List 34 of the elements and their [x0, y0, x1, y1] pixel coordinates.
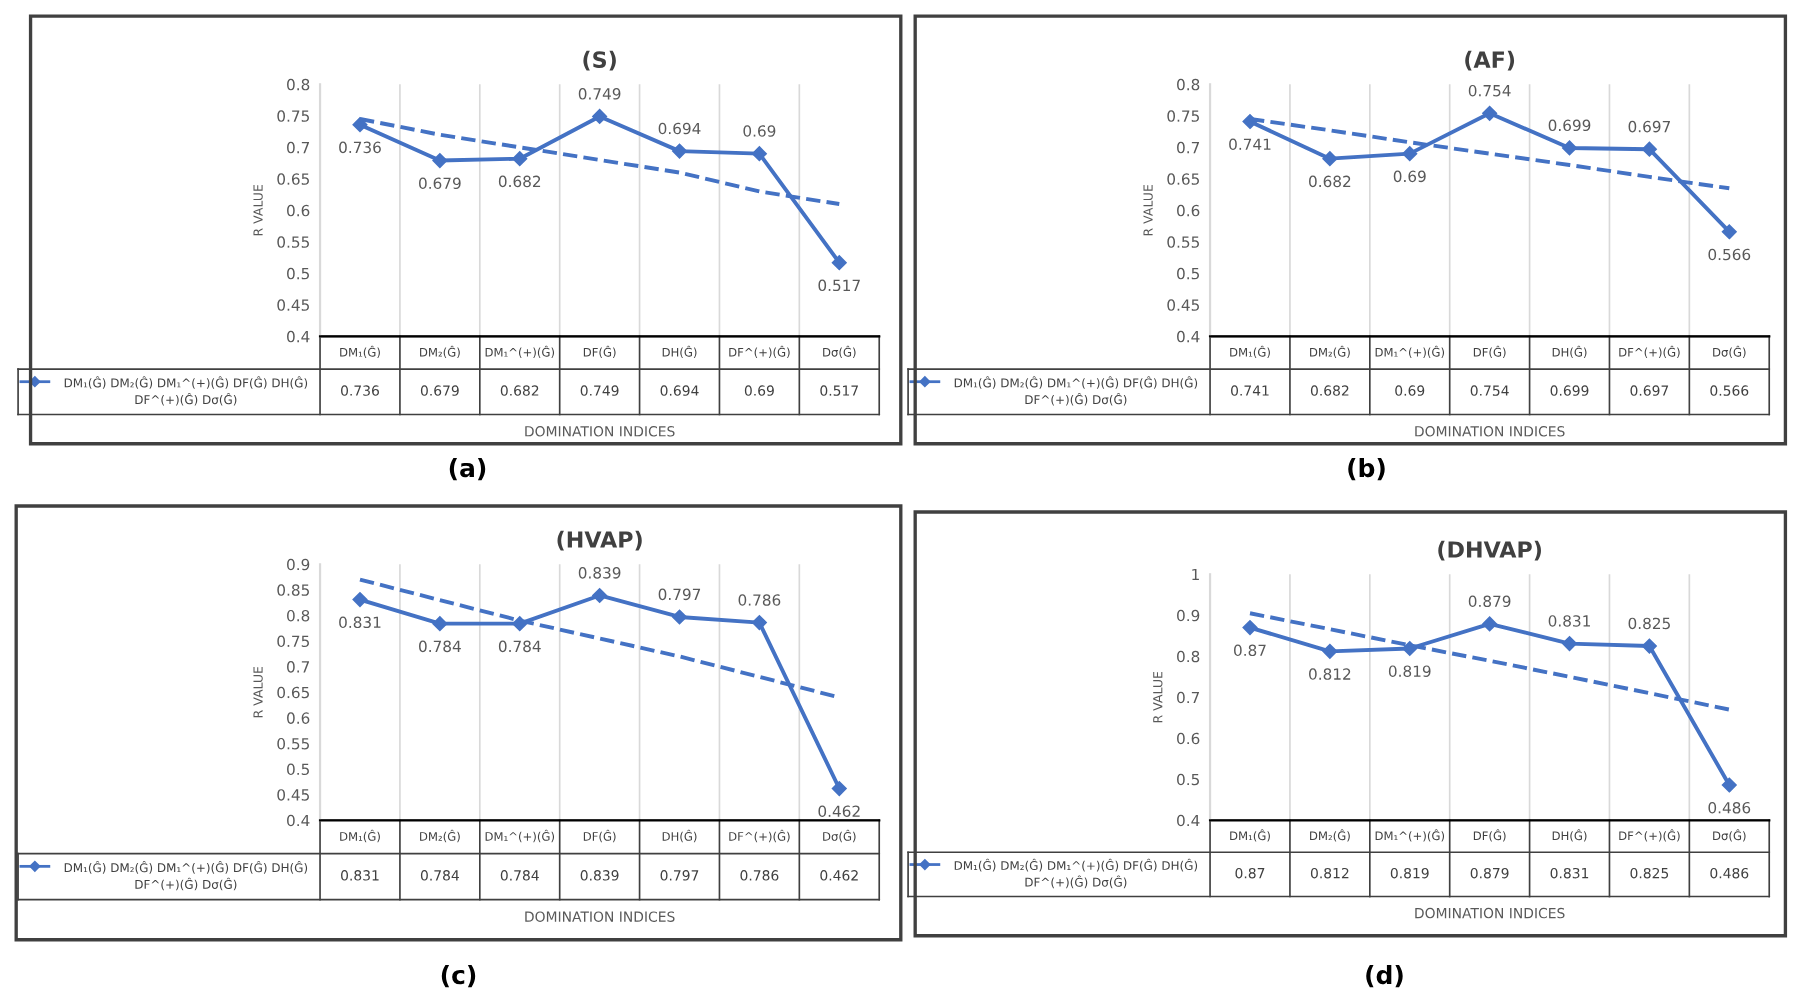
text: (d) — [1366, 964, 1403, 988]
point — [1722, 224, 1737, 240]
point — [352, 117, 368, 132]
point — [1562, 636, 1577, 651]
point — [1322, 151, 1338, 166]
point — [592, 588, 607, 603]
point — [1402, 641, 1418, 656]
point — [1402, 146, 1418, 161]
point — [1322, 644, 1338, 659]
point — [752, 615, 767, 630]
point — [752, 146, 767, 161]
point — [1642, 141, 1657, 157]
text: (b) — [1348, 457, 1385, 481]
chart-title: (AF) — [1465, 50, 1515, 71]
point — [512, 151, 528, 166]
point — [832, 255, 847, 270]
point — [352, 592, 368, 607]
point — [672, 143, 687, 159]
point — [1642, 638, 1657, 654]
point — [1242, 620, 1258, 635]
point — [432, 616, 448, 631]
point — [1722, 777, 1737, 793]
point — [592, 109, 607, 124]
chart-title: (DHVAP) — [1438, 540, 1541, 561]
chart-title: (S) — [583, 50, 616, 71]
text: (c) — [441, 964, 476, 988]
point — [672, 609, 687, 625]
text: (a) — [449, 457, 486, 481]
point — [1482, 106, 1497, 121]
point — [432, 153, 448, 168]
point — [832, 781, 847, 796]
point — [1482, 616, 1497, 632]
chart-title: (HVAP) — [557, 530, 642, 551]
point — [1562, 140, 1577, 156]
